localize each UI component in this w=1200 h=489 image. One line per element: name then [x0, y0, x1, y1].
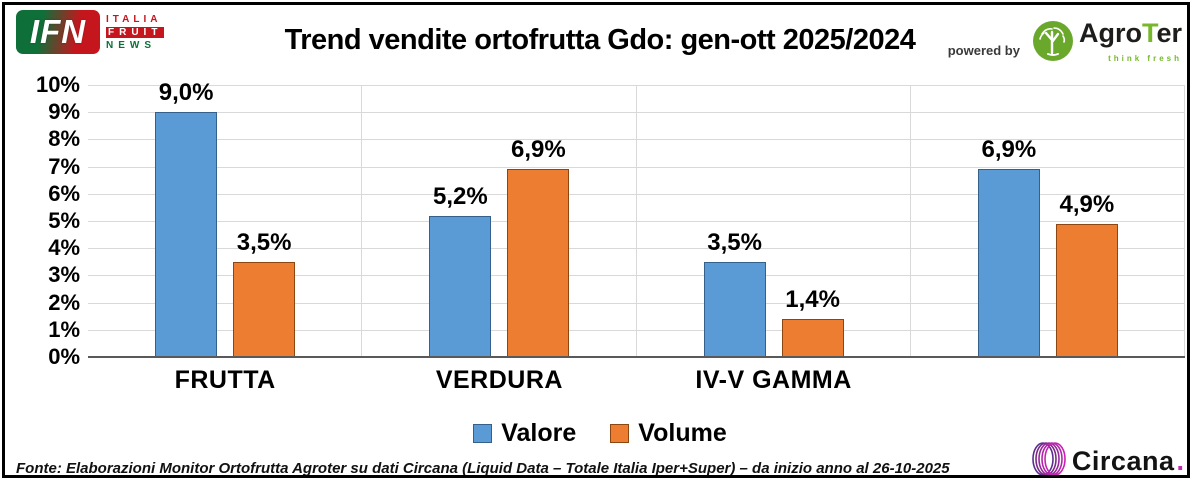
source-note: Fonte: Elaborazioni Monitor Ortofrutta A…	[16, 460, 950, 477]
y-tick-label: 6%	[48, 180, 80, 206]
bar-value-label: 1,4%	[785, 285, 840, 313]
gridline-vertical	[909, 85, 911, 357]
gridline-horizontal	[88, 112, 1185, 114]
bar-value-label: 6,9%	[511, 136, 566, 164]
y-tick-label: 4%	[48, 235, 80, 261]
bar-value-label: 6,9%	[981, 136, 1037, 164]
ifn-logo: IFN ITALIA FRUIT NEWS	[16, 10, 165, 54]
legend-label: Valore	[501, 419, 577, 447]
gridline-horizontal	[88, 139, 1185, 141]
bar-value-label: 3,5%	[236, 228, 292, 256]
category-label: IV-V GAMMA	[695, 366, 852, 394]
gridline-vertical	[1184, 85, 1185, 357]
x-axis-category-labels: FRUTTA VERDURA IV-V GAMMA	[88, 366, 1185, 398]
legend-label: Volume	[638, 419, 727, 447]
ifn-word-italia: ITALIA	[106, 13, 162, 25]
bar-volume-iv-v-gamma	[781, 318, 844, 357]
agroter-wordmark: AgroTer think fresh	[1079, 20, 1182, 72]
gridline-horizontal	[88, 166, 1185, 168]
gridline-horizontal	[88, 193, 1185, 195]
ifn-word-news: NEWS	[106, 39, 156, 51]
y-axis-tick-labels: 0% 1% 2% 3% 4% 5% 6% 7% 8% 9% 10%	[6, 72, 80, 369]
y-tick-label: 0%	[48, 344, 80, 369]
agroter-tree-icon	[1032, 20, 1074, 67]
gridline-horizontal	[88, 248, 1185, 250]
y-tick-label: 10%	[35, 72, 80, 97]
legend-swatch-icon	[610, 424, 630, 443]
bar-volume-verdura	[507, 169, 570, 357]
powered-by-block: powered by AgroTer think fresh	[948, 20, 1182, 72]
gridline-horizontal	[88, 221, 1185, 222]
bar-chart-plot-area: 9,0% 5,2% 3,5% 6,9% 3,5% 6,9% 1,4% 4,9%	[88, 79, 1185, 358]
gridline-horizontal	[88, 302, 1185, 304]
gridline-horizontal	[88, 275, 1185, 277]
ifn-badge-icon: IFN	[16, 10, 100, 54]
y-tick-label: 8%	[48, 126, 80, 152]
bar-valore-frutta	[155, 112, 218, 357]
ifn-word-fruit: FRUIT	[106, 26, 165, 38]
bar-value-label: 3,5%	[707, 228, 762, 256]
y-tick-label: 9%	[48, 99, 80, 125]
legend-swatch-icon	[473, 424, 493, 443]
agroter-logo: AgroTer think fresh	[1032, 20, 1182, 72]
bar-valore-totale	[977, 169, 1040, 357]
category-label: FRUTTA	[174, 366, 276, 394]
chart-legend: Valore Volume	[0, 419, 1200, 448]
circana-name: Circana	[1071, 446, 1175, 476]
circana-loop-icon	[1030, 438, 1070, 485]
gridline-vertical	[361, 85, 363, 357]
bar-value-label: 5,2%	[433, 182, 488, 210]
y-tick-label: 1%	[48, 316, 80, 342]
legend-item-valore: Valore	[473, 419, 576, 448]
y-tick-label: 2%	[48, 289, 80, 315]
bar-value-label: 4,9%	[1059, 190, 1115, 218]
powered-by-label: powered by	[947, 42, 1020, 58]
bar-valore-iv-v-gamma	[703, 261, 766, 357]
bar-volume-frutta	[233, 261, 296, 357]
circana-dot: .	[1176, 446, 1184, 476]
gridline-horizontal	[88, 85, 1185, 86]
ifn-wordmark: ITALIA FRUIT NEWS	[106, 13, 165, 51]
bar-valore-verdura	[429, 215, 492, 357]
x-axis-line	[88, 356, 1185, 358]
bar-value-label: 9,0%	[158, 79, 214, 107]
agroter-tagline: think fresh	[1108, 54, 1182, 63]
chart-title: Trend vendite ortofrutta Gdo: gen-ott 20…	[284, 24, 916, 56]
agroter-name: AgroTer	[1078, 18, 1182, 48]
category-label: VERDURA	[435, 366, 563, 394]
y-tick-label: 7%	[48, 153, 80, 179]
legend-item-volume: Volume	[610, 419, 727, 448]
bar-volume-totale	[1055, 223, 1118, 357]
y-tick-label: 3%	[48, 262, 80, 288]
circana-logo: Circana.	[1027, 436, 1186, 487]
gridline-horizontal	[88, 329, 1185, 331]
gridline-vertical	[635, 85, 637, 357]
y-tick-label: 5%	[48, 208, 80, 233]
